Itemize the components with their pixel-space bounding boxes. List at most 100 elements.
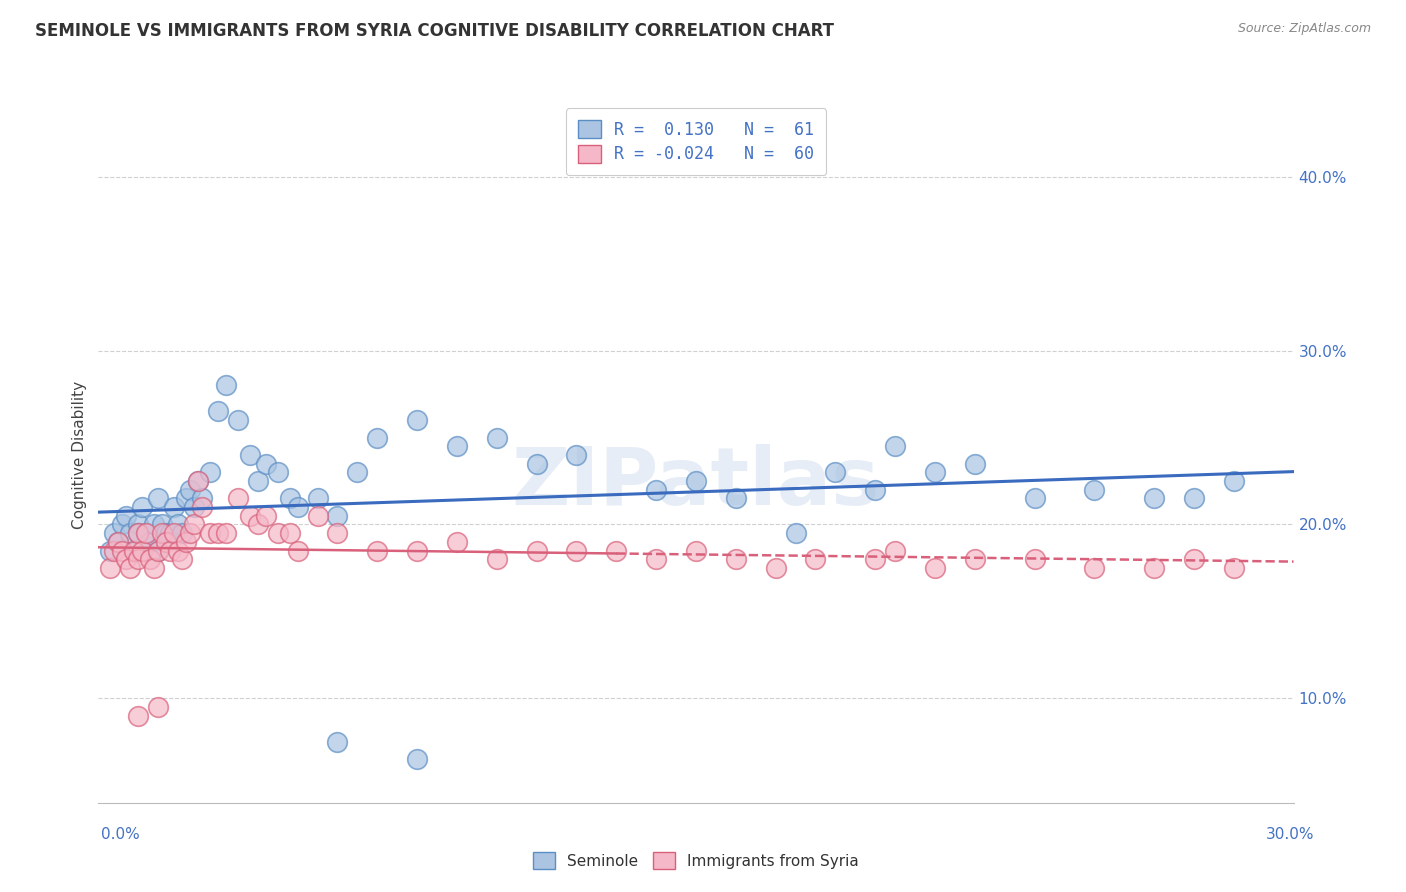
Point: [254, 457, 277, 471]
Point: [963, 457, 986, 471]
Point: [765, 561, 787, 575]
Point: [187, 474, 209, 488]
Text: Source: ZipAtlas.com: Source: ZipAtlas.com: [1237, 22, 1371, 36]
Point: [127, 552, 149, 566]
Point: [724, 552, 747, 566]
Point: [526, 543, 548, 558]
Point: [785, 526, 807, 541]
Point: [724, 491, 747, 506]
Point: [148, 543, 170, 558]
Point: [226, 491, 249, 506]
Point: [267, 526, 290, 541]
Point: [127, 517, 149, 532]
Point: [111, 543, 134, 558]
Point: [207, 404, 229, 418]
Point: [645, 483, 668, 497]
Point: [131, 500, 153, 514]
Point: [326, 508, 349, 523]
Point: [366, 543, 388, 558]
Point: [406, 413, 429, 427]
Point: [115, 552, 138, 566]
Text: SEMINOLE VS IMMIGRANTS FROM SYRIA COGNITIVE DISABILITY CORRELATION CHART: SEMINOLE VS IMMIGRANTS FROM SYRIA COGNIT…: [35, 22, 834, 40]
Point: [103, 543, 125, 558]
Point: [135, 526, 157, 541]
Point: [163, 526, 186, 541]
Text: 0.0%: 0.0%: [101, 827, 141, 841]
Point: [172, 552, 194, 566]
Point: [148, 543, 170, 558]
Point: [1083, 561, 1105, 575]
Point: [159, 526, 181, 541]
Point: [346, 466, 368, 480]
Point: [127, 526, 149, 541]
Text: 30.0%: 30.0%: [1267, 827, 1315, 841]
Point: [246, 517, 269, 532]
Point: [191, 500, 214, 514]
Point: [863, 483, 886, 497]
Point: [127, 708, 149, 723]
Point: [406, 543, 429, 558]
Point: [406, 752, 429, 766]
Point: [254, 508, 277, 523]
Point: [163, 500, 186, 514]
Point: [111, 517, 134, 532]
Point: [124, 543, 146, 558]
Point: [174, 534, 197, 549]
Point: [685, 474, 707, 488]
Point: [1182, 491, 1205, 506]
Point: [1024, 552, 1046, 566]
Point: [124, 543, 146, 558]
Point: [565, 448, 588, 462]
Point: [287, 543, 309, 558]
Point: [267, 466, 290, 480]
Point: [191, 491, 214, 506]
Point: [1083, 483, 1105, 497]
Point: [239, 508, 262, 523]
Point: [179, 526, 201, 541]
Point: [446, 534, 468, 549]
Point: [485, 430, 508, 444]
Point: [1222, 561, 1246, 575]
Text: ZIPatlas: ZIPatlas: [512, 443, 880, 522]
Point: [131, 543, 153, 558]
Point: [804, 552, 827, 566]
Point: [98, 543, 122, 558]
Point: [278, 526, 301, 541]
Point: [183, 517, 205, 532]
Point: [198, 466, 221, 480]
Point: [924, 561, 946, 575]
Point: [685, 543, 707, 558]
Point: [135, 526, 157, 541]
Point: [172, 526, 194, 541]
Point: [605, 543, 627, 558]
Point: [98, 561, 122, 575]
Point: [287, 500, 309, 514]
Point: [120, 561, 142, 575]
Point: [120, 526, 142, 541]
Point: [1222, 474, 1246, 488]
Point: [107, 534, 129, 549]
Point: [115, 508, 138, 523]
Point: [226, 413, 249, 427]
Point: [863, 552, 886, 566]
Point: [239, 448, 262, 462]
Point: [924, 466, 946, 480]
Point: [187, 474, 209, 488]
Point: [963, 552, 986, 566]
Point: [526, 457, 548, 471]
Point: [246, 474, 269, 488]
Point: [1024, 491, 1046, 506]
Point: [1143, 561, 1166, 575]
Point: [884, 543, 907, 558]
Point: [207, 526, 229, 541]
Point: [824, 466, 846, 480]
Point: [167, 517, 190, 532]
Point: [326, 526, 349, 541]
Point: [103, 526, 125, 541]
Point: [565, 543, 588, 558]
Point: [167, 543, 190, 558]
Point: [884, 439, 907, 453]
Point: [159, 543, 181, 558]
Point: [139, 552, 162, 566]
Point: [127, 526, 149, 541]
